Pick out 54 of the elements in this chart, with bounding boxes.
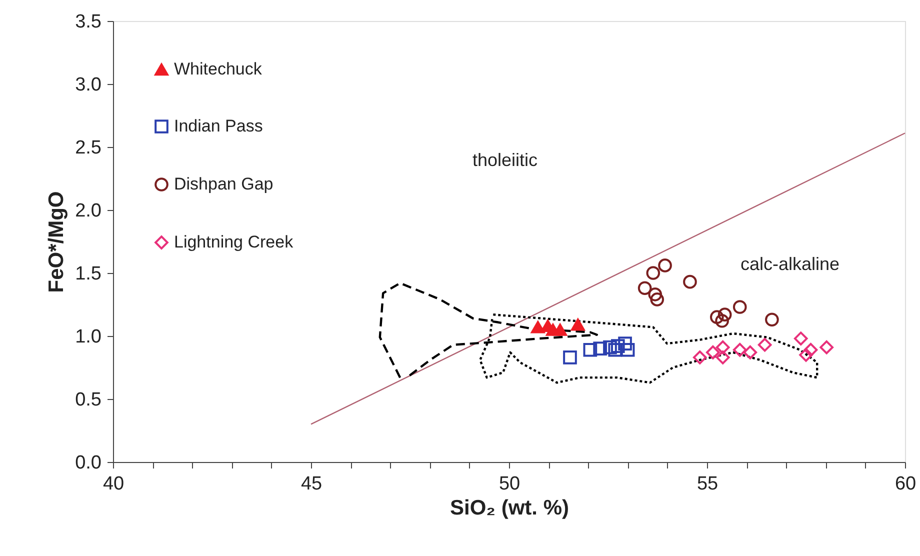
point (716, 350, 730, 364)
y-tick-label: 1.0 (75, 326, 102, 348)
point (804, 342, 818, 357)
annotation: tholeiitic (472, 150, 538, 170)
x-tick-label: 45 (300, 474, 322, 494)
legend-label: Lightning Creek (174, 232, 294, 252)
point (706, 345, 720, 360)
x-axis-title: SiO₂ (wt. %) (450, 496, 569, 520)
point (820, 340, 834, 354)
annotation: calc-alkaline (740, 254, 840, 274)
legend-label: Whitechuck (174, 60, 262, 78)
point (743, 345, 758, 360)
point (553, 324, 567, 336)
point (583, 342, 598, 357)
point (715, 314, 729, 328)
point (650, 292, 664, 306)
y-tick-label: 3.0 (75, 74, 102, 96)
point (710, 310, 724, 324)
y-axis-title: FeO*/MgO (45, 191, 68, 293)
point (692, 350, 707, 364)
x-tick-label: 50 (498, 474, 520, 494)
point (716, 340, 730, 354)
point (648, 288, 662, 302)
point (799, 348, 813, 362)
point (646, 266, 660, 280)
x-tick-label: 40 (102, 474, 124, 494)
point (718, 308, 732, 322)
point (758, 338, 772, 352)
point (620, 342, 635, 357)
point (530, 321, 545, 334)
x-tick-label: 55 (696, 474, 718, 494)
y-tick-label: 0.0 (75, 452, 102, 474)
point (638, 281, 652, 296)
y-tick-label: 3.5 (75, 12, 102, 32)
point (563, 350, 577, 364)
point (570, 318, 585, 331)
point (765, 312, 779, 327)
point (603, 340, 617, 354)
x-tick-label: 60 (894, 474, 916, 494)
point (610, 339, 625, 353)
point (683, 274, 697, 289)
legend-label: Indian Pass (174, 116, 263, 136)
point (732, 342, 747, 357)
point (608, 342, 622, 357)
y-tick-label: 2.5 (75, 138, 102, 158)
y-tick-label: 1.5 (75, 264, 102, 284)
point (732, 300, 747, 314)
point (658, 258, 672, 272)
point (618, 336, 632, 350)
legend-label: Dishpan Gap (174, 174, 274, 194)
y-tick-label: 2.0 (75, 200, 102, 222)
y-tick-label: 0.5 (75, 390, 102, 410)
point (593, 342, 607, 356)
point (794, 332, 808, 346)
